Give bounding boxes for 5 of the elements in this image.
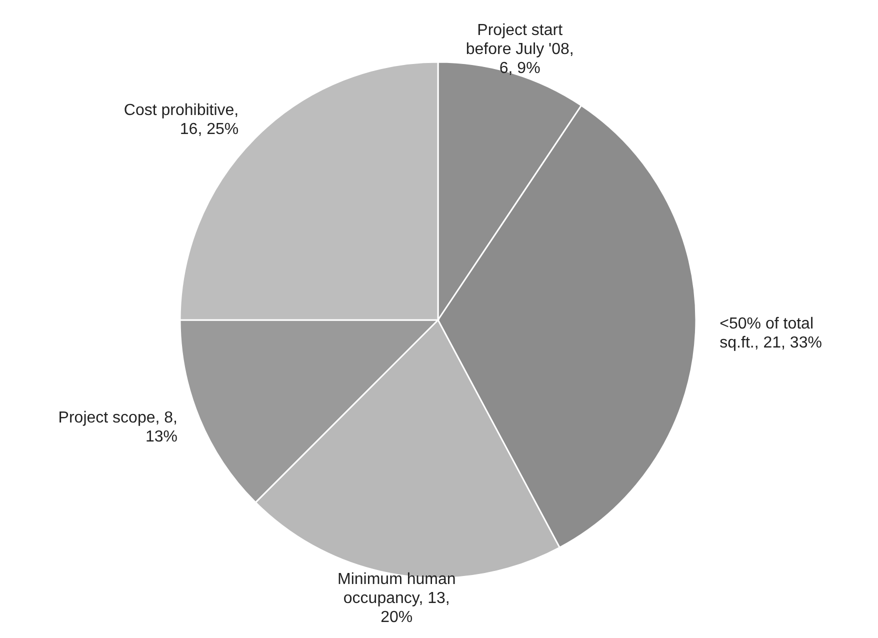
slice-label: Cost prohibitive, 16, 25%	[124, 102, 239, 138]
slice-label: Minimum human occupancy, 13, 20%	[337, 571, 456, 626]
slice-label: Project start before July '08, 6, 9%	[466, 22, 574, 78]
slice-label: Project scope, 8, 13%	[58, 410, 178, 446]
slice-label: <50% of total sq.ft., 21, 33%	[720, 316, 822, 352]
